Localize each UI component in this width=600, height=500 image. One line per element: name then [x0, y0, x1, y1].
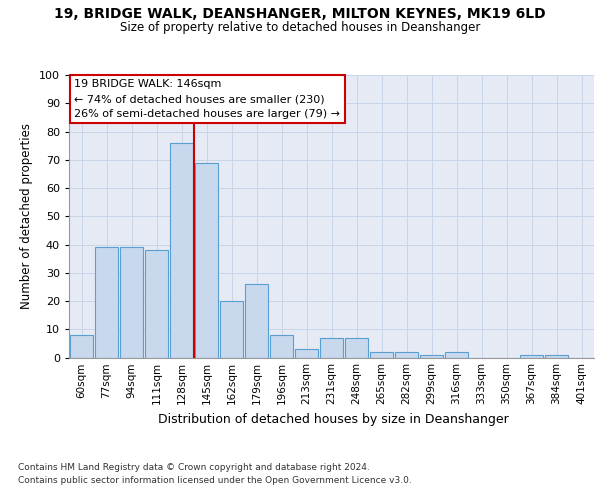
Y-axis label: Number of detached properties: Number of detached properties	[20, 123, 34, 309]
Bar	[95, 248, 118, 358]
Bar	[270, 335, 293, 357]
Text: Size of property relative to detached houses in Deanshanger: Size of property relative to detached ho…	[120, 21, 480, 34]
Text: Contains public sector information licensed under the Open Government Licence v3: Contains public sector information licen…	[18, 476, 412, 485]
Bar	[70, 335, 93, 357]
Bar	[170, 143, 193, 358]
Bar	[220, 301, 243, 358]
Bar	[345, 338, 368, 357]
Bar	[395, 352, 418, 358]
Bar	[420, 354, 443, 358]
Bar	[320, 338, 343, 357]
Text: 19 BRIDGE WALK: 146sqm
← 74% of detached houses are smaller (230)
26% of semi-de: 19 BRIDGE WALK: 146sqm ← 74% of detached…	[74, 79, 340, 119]
Bar	[295, 349, 318, 358]
Bar	[195, 162, 218, 358]
Text: Distribution of detached houses by size in Deanshanger: Distribution of detached houses by size …	[158, 412, 508, 426]
Text: 19, BRIDGE WALK, DEANSHANGER, MILTON KEYNES, MK19 6LD: 19, BRIDGE WALK, DEANSHANGER, MILTON KEY…	[54, 8, 546, 22]
Bar	[120, 248, 143, 358]
Bar	[370, 352, 393, 358]
Bar	[445, 352, 468, 358]
Text: Contains HM Land Registry data © Crown copyright and database right 2024.: Contains HM Land Registry data © Crown c…	[18, 462, 370, 471]
Bar	[145, 250, 168, 358]
Bar	[520, 354, 543, 358]
Bar	[245, 284, 268, 358]
Bar	[545, 354, 568, 358]
